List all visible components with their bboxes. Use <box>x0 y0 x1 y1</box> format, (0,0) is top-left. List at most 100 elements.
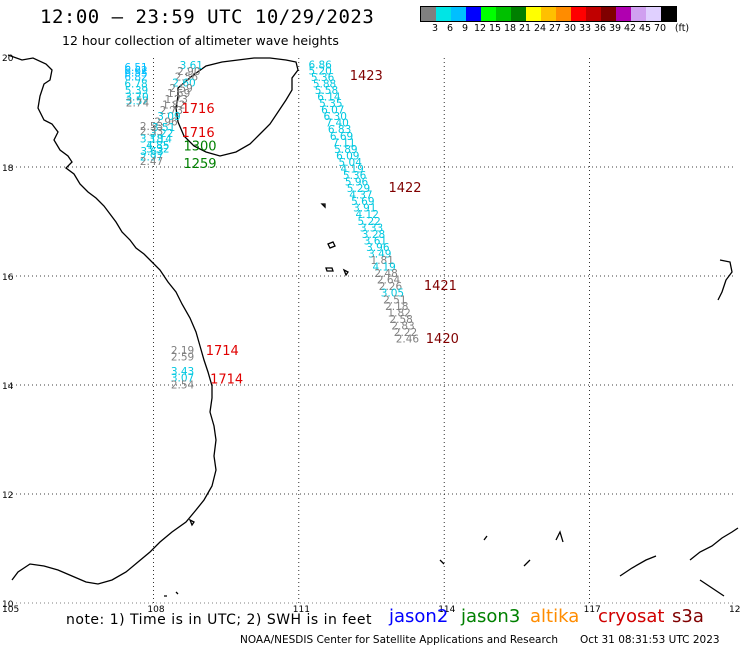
scale-swatch <box>661 7 676 21</box>
wave-height-value: 6.30 <box>324 111 347 123</box>
wave-height-value: 2.22 <box>394 327 417 339</box>
legend-jason2: jason2 <box>389 606 449 627</box>
wave-height-value: 6.14 <box>317 92 341 104</box>
wave-height-value: 2.59 <box>171 351 194 363</box>
wave-height-value: 2.33 <box>140 126 163 138</box>
coastline-con-dao <box>164 518 195 597</box>
wave-height-value: 3.52 <box>126 95 149 107</box>
wave-height-value: 3.33 <box>360 222 383 234</box>
scale-unit-label: (ft) <box>674 23 690 34</box>
wave-height-value: 3.09 <box>157 111 180 123</box>
scale-label: 24 <box>533 23 547 34</box>
wave-height-value: 2.18 <box>385 301 408 313</box>
scale-label: 18 <box>503 23 517 34</box>
wave-height-value: 2.56 <box>175 71 199 83</box>
wave-height-value: 6.62 <box>124 65 147 77</box>
scale-swatch <box>646 7 661 21</box>
wave-height-value: 3.70 <box>125 92 148 104</box>
wave-height-value: 2.58 <box>389 314 412 326</box>
wave-height-value: 3.51 <box>152 122 175 134</box>
lon-tick-label: 117 <box>584 605 601 615</box>
pass-time-label: 1422 <box>388 181 421 196</box>
scale-label: 39 <box>608 23 622 34</box>
scale-label: 27 <box>548 23 562 34</box>
wave-height-value: 6.07 <box>321 105 344 117</box>
wave-height-value: 3.91 <box>353 203 376 215</box>
pass-time-label: 1259 <box>183 157 216 172</box>
wave-height-value: 3.96 <box>366 242 390 254</box>
wave-height-value: 4.37 <box>349 190 372 202</box>
lon-tick-label: 120 <box>729 605 740 615</box>
wave-height-value: 5.22 <box>357 216 380 228</box>
wave-height-value: 3.28 <box>362 229 385 241</box>
credit-line: NOAA/NESDIS Center for Satellite Applica… <box>240 634 558 646</box>
wave-height-value: 5.88 <box>313 78 336 90</box>
coastline-paracel-4 <box>320 203 326 209</box>
legend-jason3: jason3 <box>461 606 521 627</box>
scale-swatch <box>601 7 616 21</box>
wave-height-value: 4.85 <box>146 140 169 152</box>
wave-height-value: 6.55 <box>124 68 147 80</box>
coastline-paracel-2 <box>325 267 334 272</box>
wave-height-value: 2.59 <box>169 83 192 95</box>
wave-height-value: 3.49 <box>368 248 391 260</box>
wave-height-value: 2.54 <box>171 379 195 391</box>
wave-height-value: 3.18 <box>140 133 163 145</box>
wave-height-value: 5.89 <box>334 144 357 156</box>
wave-height-value: 5.39 <box>125 85 148 97</box>
scale-label: 3 <box>431 23 439 34</box>
wave-height-value: 5.58 <box>315 85 338 97</box>
lon-tick-label: 114 <box>438 605 455 615</box>
scale-swatch <box>586 7 601 21</box>
wave-height-value: 2.83 <box>391 320 414 332</box>
coastline-philippines <box>439 259 739 597</box>
wave-height-value: 2.74 <box>126 98 150 110</box>
footnote: note: 1) Time is in UTC; 2) SWH is in fe… <box>66 612 373 628</box>
wave-height-value: 2.51 <box>383 294 406 306</box>
scale-label: 70 <box>653 23 667 34</box>
color-scale-swatches <box>420 6 677 22</box>
scale-label: 30 <box>563 23 577 34</box>
color-scale-labels: 3 6 9 12 15 18 21 24 27 30 33 36 39 42 45 70 (ft) <box>420 22 689 36</box>
wave-height-value: 2.60 <box>172 77 195 89</box>
lat-tick-label: 20 <box>2 54 14 64</box>
wave-height-value: 2.96 <box>154 117 178 129</box>
wave-height-value: 2.47 <box>140 156 163 168</box>
wave-height-value: 5.96 <box>345 177 369 189</box>
scale-label: 21 <box>518 23 532 34</box>
wave-height-value: 5.69 <box>351 196 374 208</box>
legend-altika: altika <box>530 606 580 627</box>
pass-time-label: 1421 <box>424 279 457 294</box>
wave-height-value: 5.36 <box>343 170 367 182</box>
wave-height-value: 6.83 <box>328 124 351 136</box>
scale-swatch <box>556 7 571 21</box>
pass-time-label: 1714 <box>210 372 243 387</box>
scale-label: 12 <box>473 23 487 34</box>
coastline-paracel-3 <box>342 268 349 277</box>
wave-height-value: 3.14 <box>149 133 173 145</box>
lat-tick-label: 18 <box>2 164 14 174</box>
scale-swatch <box>481 7 496 21</box>
wave-height-value: 7.11 <box>332 137 355 149</box>
scale-swatch <box>436 7 451 21</box>
legend-cryosat: cryosat <box>598 606 665 627</box>
wave-height-value: 3.43 <box>171 366 194 378</box>
wave-height-value: 6.69 <box>330 131 353 143</box>
coastline-vietnam <box>7 54 217 585</box>
map-subtitle: 12 hour collection of altimeter wave hei… <box>62 33 339 48</box>
wave-height-value: 6.82 <box>124 71 147 83</box>
wave-height-value: 6.51 <box>124 62 147 74</box>
wave-height-value: 5.04 <box>339 157 363 169</box>
scale-label: 6 <box>446 23 454 34</box>
scale-label: 9 <box>461 23 469 34</box>
scale-label: 15 <box>488 23 502 34</box>
wave-height-value: 6.78 <box>124 78 147 90</box>
wave-height-value: 1.73 <box>165 94 188 106</box>
wave-height-value: 4.19 <box>372 262 395 274</box>
lon-tick-label: 105 <box>2 605 19 615</box>
wave-height-value: 1.82 <box>162 100 185 112</box>
coastline-hainan <box>175 57 299 157</box>
wave-height-value: 1.81 <box>371 255 394 267</box>
wave-height-value: 3.32 <box>146 143 169 155</box>
